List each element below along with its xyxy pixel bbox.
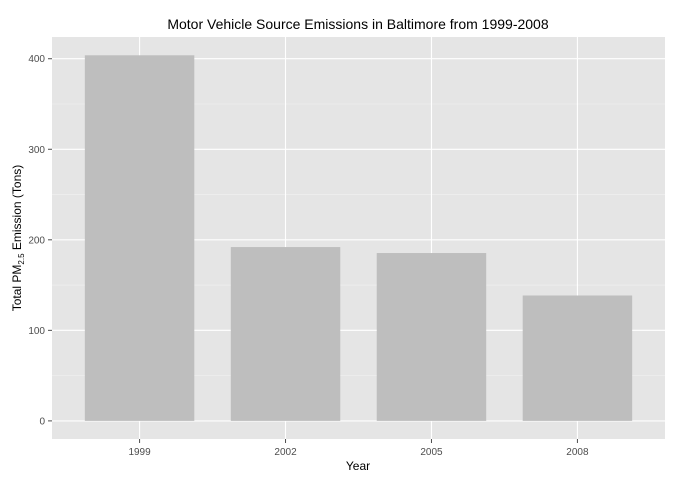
x-tick-label: 2005 — [420, 447, 443, 458]
bar-2002 — [230, 247, 341, 421]
x-axis-title: Year — [346, 459, 370, 473]
chart-title: Motor Vehicle Source Emissions in Baltim… — [167, 16, 549, 32]
bar-2005 — [376, 253, 487, 421]
y-axis-title: Total PM2.5 Emission (Tons) — [10, 165, 26, 312]
y-axis-title-subscript: 2.5 — [17, 253, 26, 265]
y-tick-label: 0 — [39, 416, 45, 427]
y-axis-title-suffix: Emission (Tons) — [10, 165, 24, 254]
x-tick-label: 1999 — [128, 447, 151, 458]
bars — [84, 55, 633, 421]
y-tick-label: 100 — [28, 326, 45, 337]
y-tick-label: 200 — [28, 235, 45, 246]
y-axis-title-prefix: Total PM — [10, 265, 24, 312]
x-tick-label: 2008 — [566, 447, 589, 458]
bar-1999 — [84, 55, 195, 421]
y-tick-label: 300 — [28, 145, 45, 156]
bar-2008 — [522, 295, 633, 421]
y-tick-label: 400 — [28, 54, 45, 65]
x-tick-label: 2002 — [274, 447, 297, 458]
x-axis: 1999 2002 2005 2008 — [128, 439, 589, 458]
y-axis: 0 100 200 300 400 — [28, 54, 52, 427]
